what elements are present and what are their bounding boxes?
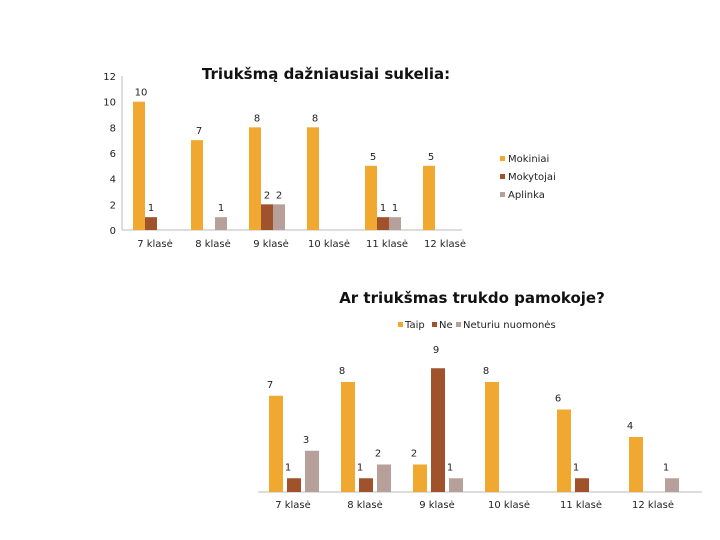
chart1-title: Triukšmą dažniausiai sukelia:: [202, 65, 450, 83]
chart2-bar-neturiu-nuomonės: [377, 464, 391, 492]
chart1-bar-mokiniai: [133, 101, 145, 231]
chart1-data-label: 1: [218, 203, 224, 214]
chart2-category-label: 11 klasė: [560, 500, 602, 511]
chart1-data-label: 7: [196, 126, 202, 137]
chart1-bar-mokiniai: [365, 165, 377, 230]
chart1-legend-swatch: [500, 174, 505, 179]
chart2-data-label: 1: [285, 462, 291, 473]
chart1-data-label: 5: [428, 152, 434, 163]
chart2-bar-taip: [485, 382, 499, 492]
chart1-y-tick: 12: [103, 72, 116, 83]
chart1-bar-aplinka: [273, 204, 285, 230]
chart1-y-tick: 10: [103, 98, 116, 109]
chart2-category-label: 10 klasė: [488, 500, 530, 511]
chart2-data-label: 2: [411, 449, 417, 460]
chart-noise-sources: Triukšmą dažniausiai sukelia: 0 2 4 6 8 10 12 …: [103, 65, 556, 250]
chart1-category-label: 11 klasė: [366, 239, 408, 250]
chart1-y-tick: 8: [110, 123, 116, 134]
chart2-category-label: 7 klasė: [275, 500, 311, 511]
chart2-data-label: 1: [447, 462, 453, 473]
chart2-data-label: 2: [375, 449, 381, 460]
chart1-y-tick: 0: [110, 226, 116, 237]
chart2-bar-ne: [575, 478, 589, 492]
chart1-category-label: 8 klasė: [195, 239, 231, 250]
chart1-data-label: 10: [135, 88, 148, 99]
chart2-legend-swatch: [456, 322, 461, 327]
chart2-data-label: 1: [573, 462, 579, 473]
chart1-legend-label: Aplinka: [508, 190, 545, 201]
chart1-legend-label: Mokiniai: [508, 154, 549, 165]
chart1-bar-mokytojai: [261, 204, 273, 230]
chart2-data-label: 3: [303, 435, 309, 446]
chart2-legend-swatch: [432, 322, 437, 327]
chart1-data-label: 5: [370, 152, 376, 163]
chart1-bar-aplinka: [215, 217, 227, 230]
chart1-data-label: 1: [148, 203, 154, 214]
chart1-bar-mokiniai: [307, 127, 319, 230]
chart2-category-label: 9 klasė: [419, 500, 455, 511]
chart1-data-label: 8: [254, 113, 260, 124]
chart2-data-label: 1: [663, 462, 669, 473]
chart2-bar-ne: [287, 478, 301, 492]
chart1-category-label: 12 klasė: [424, 239, 466, 250]
chart1-bar-mokytojai: [377, 217, 389, 230]
chart2-bar-neturiu-nuomonės: [305, 450, 319, 492]
chart1-bar-mokiniai: [249, 127, 261, 230]
chart2-category-label: 12 klasė: [632, 500, 674, 511]
chart1-y-tick: 4: [110, 175, 116, 186]
chart1-category-label: 9 klasė: [253, 239, 289, 250]
chart1-bar-aplinka: [389, 217, 401, 230]
chart1-bar-mokiniai: [191, 140, 203, 230]
chart2-bar-taip: [629, 437, 643, 492]
chart2-bar-neturiu-nuomonės: [449, 478, 463, 492]
chart2-legend-label: Neturiu nuomonės: [463, 320, 556, 331]
chart1-category-label: 7 klasė: [137, 239, 173, 250]
chart2-bar-ne: [359, 478, 373, 492]
chart2-bar-taip: [413, 464, 427, 492]
chart2-bar-ne: [431, 368, 445, 492]
chart1-data-label: 2: [276, 190, 282, 201]
chart1-y-tick: 2: [110, 200, 116, 211]
chart2-data-label: 7: [267, 380, 273, 391]
chart1-data-label: 1: [392, 203, 398, 214]
chart2-title: Ar triukšmas trukdo pamokoje?: [339, 289, 605, 307]
chart1-bar-mokytojai: [145, 217, 157, 230]
chart2-data-label: 8: [339, 366, 345, 377]
chart2-data-label: 6: [555, 394, 561, 405]
chart2-bar-neturiu-nuomonės: [665, 478, 679, 492]
chart1-legend-label: Mokytojai: [508, 172, 556, 183]
chart2-data-label: 8: [483, 366, 489, 377]
chart1-legend-swatch: [500, 192, 505, 197]
chart2-data-label: 4: [627, 421, 633, 432]
chart1-legend-swatch: [500, 156, 505, 161]
chart2-legend-label: Ne: [439, 320, 453, 331]
chart2-data-label: 1: [357, 462, 363, 473]
chart2-legend-swatch: [398, 322, 403, 327]
chart1-data-label: 1: [380, 203, 386, 214]
chart1-category-label: 10 klasė: [308, 239, 350, 250]
chart2-bar-taip: [269, 395, 283, 492]
chart1-data-label: 2: [264, 190, 270, 201]
chart1-bar-mokiniai: [423, 165, 435, 230]
chart2-bar-taip: [557, 409, 571, 492]
chart1-data-label: 8: [312, 113, 318, 124]
chart2-bar-taip: [341, 382, 355, 492]
chart2-top-label: 9: [433, 345, 439, 356]
chart-noise-disturbs: Ar triukšmas trukdo pamokoje? Taip Ne Netu…: [258, 289, 702, 511]
chart2-category-label: 8 klasė: [347, 500, 383, 511]
chart1-y-tick: 6: [110, 149, 116, 160]
chart2-legend-label: Taip: [404, 320, 425, 331]
